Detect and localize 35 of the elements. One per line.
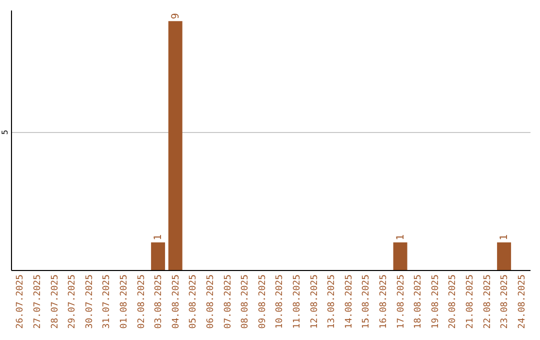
x-tick-label: 30.07.2025	[84, 274, 95, 329]
x-tick-label: 02.08.2025	[136, 274, 147, 329]
x-tick-label: 10.08.2025	[275, 274, 286, 329]
x-tick-label: 04.08.2025	[171, 274, 182, 329]
x-tick-label: 08.08.2025	[240, 274, 251, 329]
x-tick-label: 14.08.2025	[344, 274, 354, 329]
x-tick-label: 21.08.2025	[465, 274, 476, 329]
y-tick-label: 5	[0, 130, 10, 135]
data-label: 9	[170, 13, 182, 20]
x-tick-label: 20.08.2025	[448, 274, 458, 329]
x-tick-label: 07.08.2025	[223, 274, 234, 329]
x-tick-label: 03.08.2025	[154, 274, 164, 329]
x-tick-label: 13.08.2025	[327, 274, 338, 329]
x-tick-label: 27.07.2025	[32, 274, 43, 329]
x-tick-label: 24.08.2025	[517, 274, 528, 329]
x-tick-label: 31.07.2025	[102, 274, 112, 329]
x-tick-label: 28.07.2025	[50, 274, 60, 329]
x-tick-label: 05.08.2025	[188, 274, 199, 329]
x-tick-label: 16.08.2025	[378, 274, 389, 329]
data-label: 1	[499, 234, 510, 240]
x-tick-label: 29.07.2025	[68, 274, 78, 329]
x-tick-label: 09.08.2025	[258, 274, 268, 329]
x-tick-label: 19.08.2025	[430, 274, 441, 329]
x-tick-label: 23.08.2025	[500, 274, 510, 329]
x-tick-label: 15.08.2025	[362, 274, 372, 329]
data-label: 1	[153, 234, 164, 240]
data-label: 1	[395, 234, 406, 240]
x-tick-label: 11.08.2025	[292, 274, 302, 329]
x-tick-label: 18.08.2025	[414, 274, 424, 329]
x-tick-label: 06.08.2025	[206, 274, 216, 329]
x-tick-label: 17.08.2025	[396, 274, 406, 329]
x-tick-label: 01.08.2025	[119, 274, 130, 329]
x-tick-label: 26.07.2025	[16, 274, 26, 329]
x-tick-label: 22.08.2025	[482, 274, 493, 329]
x-tick-label: 12.08.2025	[310, 274, 320, 329]
